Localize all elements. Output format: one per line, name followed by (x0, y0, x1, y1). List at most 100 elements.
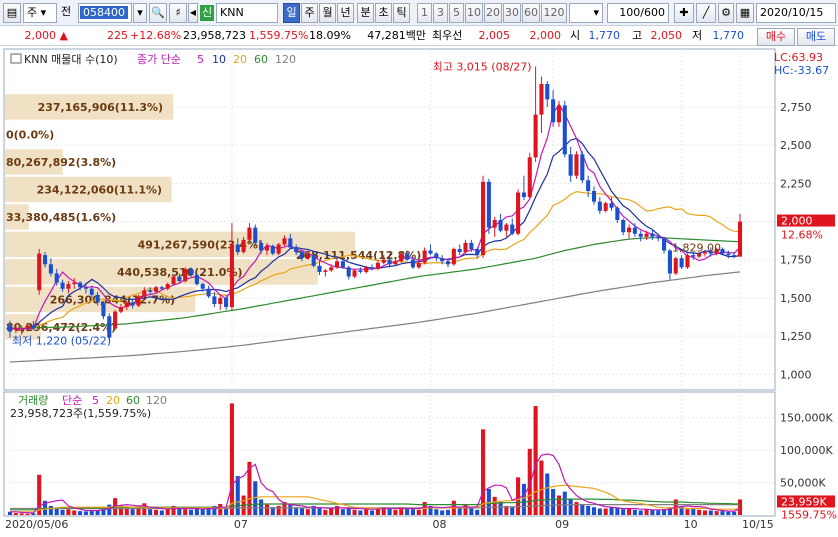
candle-body (486, 181, 491, 228)
volume-bar (580, 504, 585, 515)
date-input[interactable]: 2020/10/15 (756, 3, 836, 23)
volume-bar (107, 504, 112, 515)
candle-body (276, 244, 281, 254)
candle-body (364, 267, 369, 272)
prev-stock-icon[interactable]: ◀ (188, 3, 198, 23)
candle-body (299, 252, 305, 259)
range-button-20[interactable]: 20 (484, 3, 502, 23)
period-button-tick[interactable]: 틱 (393, 3, 410, 23)
panel-menu-icon[interactable] (10, 53, 22, 64)
candle-body (42, 255, 48, 265)
market-select[interactable]: 주 ▾ (23, 3, 57, 23)
period-button-second[interactable]: 초 (375, 3, 392, 23)
x-tick-label: 07 (234, 518, 248, 531)
range-button-3[interactable]: 3 (433, 3, 448, 23)
period-button-week[interactable]: 주 (301, 3, 318, 23)
range-select[interactable]: ▾ (569, 3, 603, 23)
candle-body (370, 267, 375, 269)
code-dropdown-icon[interactable]: ▾ (133, 3, 147, 23)
volume-profile-bar (5, 149, 63, 175)
volume-bar (148, 509, 153, 515)
volume-bar (276, 505, 281, 515)
period-button-minute[interactable]: 분 (357, 3, 374, 23)
sound-icon[interactable]: ♯ (169, 3, 187, 23)
candle-body (241, 239, 246, 253)
volume-panel-title: 거래량 (18, 394, 48, 407)
volume-bar (615, 507, 620, 515)
candle-body (177, 276, 182, 282)
stock-code-input[interactable]: 058400 (78, 3, 132, 23)
settings-icon[interactable]: ⚙ (718, 3, 734, 23)
volume-bar (340, 509, 345, 515)
volume-bar (662, 509, 667, 515)
candle-body (60, 282, 65, 289)
quote-info-bar: 2,000 ▲ 225 +12.68% 23,958,723 1,559.75%… (0, 26, 838, 46)
sell-button[interactable]: 매도 (797, 28, 835, 46)
price-panel-title: KNN 매물대 수(10) (24, 53, 118, 66)
stock-name-field[interactable]: KNN (216, 3, 278, 23)
volume-bar (480, 429, 486, 515)
x-tick-label: 2020/05/06 (5, 518, 68, 531)
candle-body (405, 253, 410, 260)
candle-body (375, 262, 380, 269)
crosshair-icon[interactable]: ✚ (674, 3, 694, 23)
candle-body (101, 302, 106, 317)
draw-line-icon[interactable]: ╱ (696, 3, 716, 23)
period-button-month[interactable]: 월 (319, 3, 336, 23)
volume-bar (194, 508, 199, 515)
candle-body (113, 311, 118, 329)
range-button-120[interactable]: 120 (541, 3, 567, 23)
candle-body (194, 274, 199, 285)
volume-bar (638, 510, 643, 515)
price-y-tick-label: 1,000 (780, 368, 812, 381)
menu-icon[interactable]: ▤ (3, 3, 21, 23)
volume-bar (334, 505, 340, 515)
candle-body (720, 249, 725, 254)
volume-bar (299, 507, 305, 515)
candle-body (7, 325, 13, 332)
price-ma-label: 종가 단순 (137, 53, 181, 66)
search-icon[interactable]: 🔍 (149, 3, 167, 23)
candle-body (673, 258, 678, 274)
range-button-60[interactable]: 60 (522, 3, 540, 23)
volume-bar (626, 508, 632, 515)
high-price-annotation: 최고 3,015 (08/27) (433, 61, 532, 74)
volume-bar (492, 496, 497, 515)
price-y-tick-label: 1,250 (780, 330, 812, 343)
volume-bar (235, 476, 240, 515)
current-volume-marker-label: 23,959K (781, 495, 827, 508)
volume-bar (165, 509, 170, 515)
range-button-5[interactable]: 5 (449, 3, 464, 23)
volume-bar (562, 491, 567, 515)
volume-y-tick-label: 150,000K (780, 412, 833, 425)
range-button-1[interactable]: 1 (417, 3, 432, 23)
candle-body (136, 296, 141, 306)
candle-body (428, 250, 433, 254)
price-y-tick-label: 2,500 (780, 139, 812, 152)
candle-body (667, 250, 672, 274)
volume-bar (428, 505, 433, 515)
period-button-day[interactable]: 일 (283, 3, 300, 23)
range-button-10[interactable]: 10 (465, 3, 483, 23)
volume-bar (510, 507, 515, 515)
volume-profile-bar (5, 231, 356, 258)
current-volume-rate-label: 1559.75% (781, 508, 837, 521)
range-button-30[interactable]: 30 (503, 3, 521, 23)
volume-bar (644, 509, 649, 515)
candle-body (580, 154, 585, 181)
calendar-icon[interactable]: ▦ (736, 3, 754, 23)
volume-bar (259, 499, 264, 515)
buy-button[interactable]: 매수 (757, 28, 795, 46)
volume-bar (60, 509, 65, 515)
volume-bar (545, 473, 550, 515)
volume-bar (732, 511, 737, 515)
up-arrow-icon: ▲ (59, 29, 68, 42)
period-button-year[interactable]: 년 (337, 3, 354, 23)
candle-body (294, 247, 299, 253)
count-input[interactable]: 100/600 (607, 3, 669, 23)
volume-bar (708, 510, 713, 515)
candle-body (498, 220, 503, 231)
candle-body (650, 233, 655, 237)
candle-body (393, 261, 398, 265)
